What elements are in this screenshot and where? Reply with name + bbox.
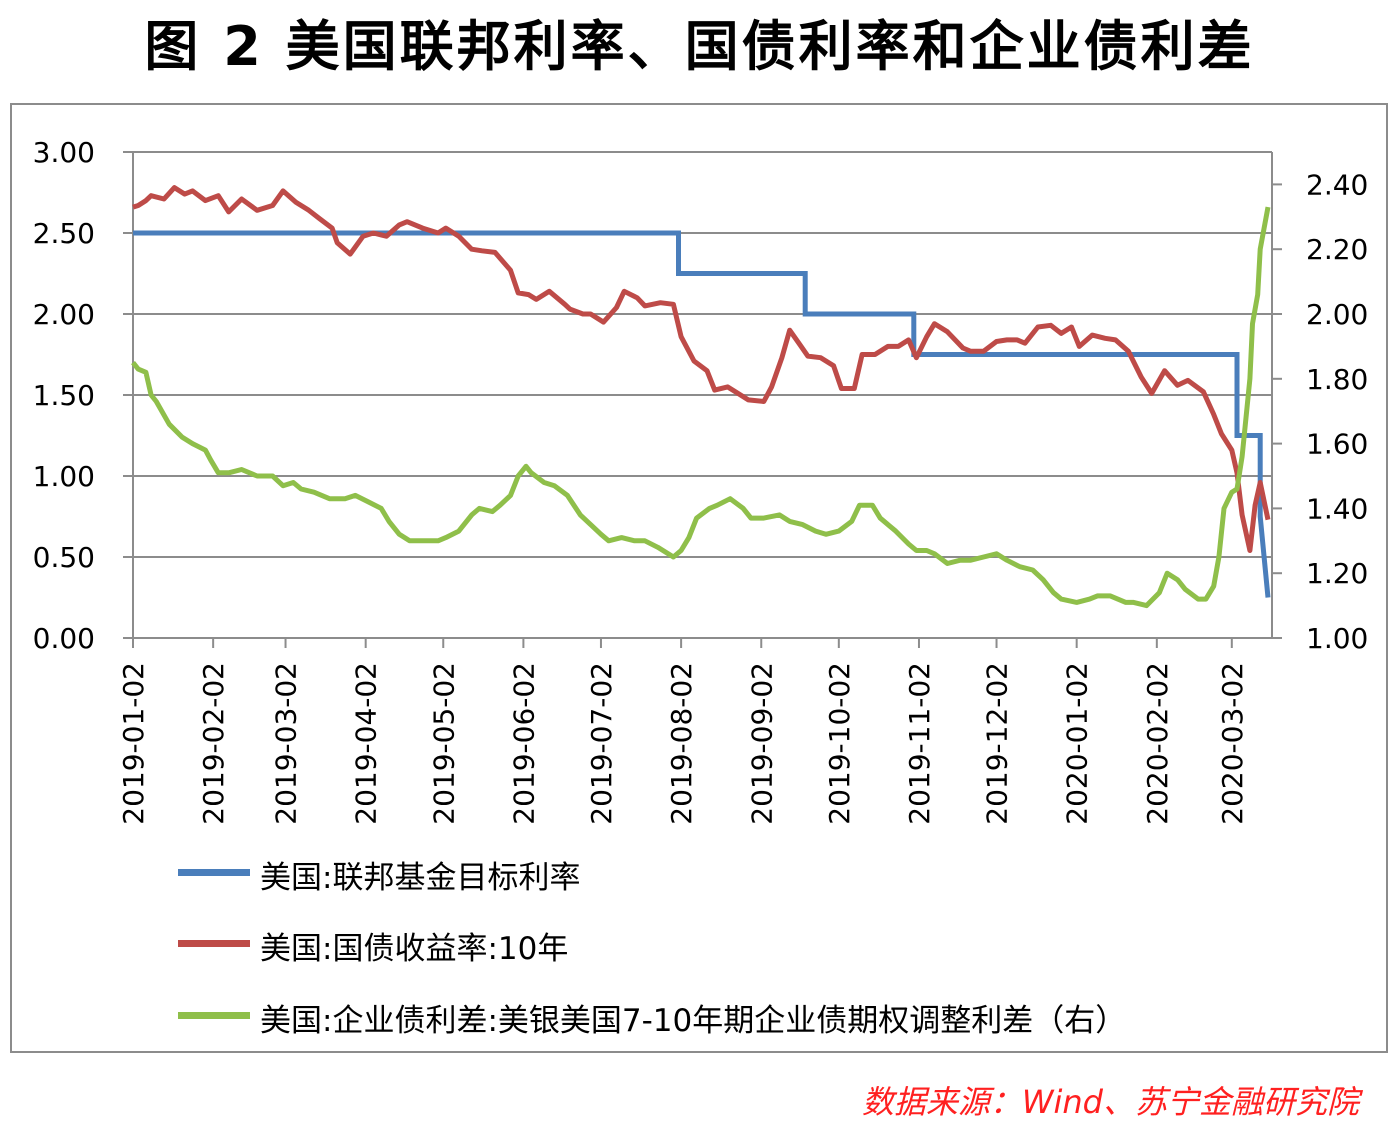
chart-frame: [10, 103, 1388, 1053]
right-tick-label: 2.40: [1306, 168, 1368, 201]
x-tick-label: 2020-02-02: [1141, 662, 1174, 825]
x-axis-ticks: 2019-01-02 2019-02-02 2019-03-02 2019-04-02…: [117, 662, 1249, 825]
legend-swatch: [178, 869, 250, 876]
axes: [123, 151, 1282, 648]
legend-label: 美国:联邦基金目标利率: [260, 860, 581, 896]
right-tick-label: 2.00: [1306, 298, 1368, 331]
x-tick-label: 2019-06-02: [507, 662, 540, 825]
legend-swatch: [178, 1012, 250, 1019]
chart-title: 图 2 美国联邦利率、国债利率和企业债利差: [144, 15, 1255, 78]
legend-label: 美国:企业债利差:美银美国7-10年期企业债期权调整利差（右）: [260, 1003, 1127, 1039]
x-tick-label: 2019-12-02: [981, 662, 1014, 825]
legend-item-treasury-10y: 美国:国债收益率:10年: [178, 923, 1378, 967]
series-line-fed-rate: [133, 230, 1271, 598]
series-line-corp-spread: [131, 206, 1271, 609]
x-tick-label: 2019-01-02: [117, 662, 150, 825]
series-lines: [131, 185, 1271, 609]
right-tick-label: 1.80: [1306, 363, 1368, 396]
left-tick-label: 2.50: [33, 217, 95, 250]
x-tick-label: 2019-05-02: [427, 662, 460, 825]
right-tick-label: 2.20: [1306, 233, 1368, 266]
x-tick-label: 2020-03-02: [1216, 662, 1249, 825]
legend-label: 美国:国债收益率:10年: [260, 931, 569, 967]
data-source-note: 数据来源：Wind、苏宁金融研究院: [861, 1083, 1359, 1121]
left-tick-label: 0.50: [33, 541, 95, 574]
left-tick-label: 1.00: [33, 460, 95, 493]
legend-item-corp-spread: 美国:企业债利差:美银美国7-10年期企业债期权调整利差（右）: [178, 995, 1378, 1039]
x-tick-label: 2019-09-02: [745, 662, 778, 825]
right-tick-label: 1.00: [1306, 622, 1368, 655]
x-tick-label: 2019-11-02: [903, 662, 936, 825]
series-line-treasury-10y: [132, 185, 1271, 553]
legend-swatch: [178, 940, 250, 947]
right-axis-ticks: 1.00 1.20 1.40 1.60 1.80 2.00 2.20 2.40: [1306, 168, 1368, 655]
left-tick-label: 1.50: [33, 379, 95, 412]
left-axis-ticks: 0.00 0.50 1.00 1.50 2.00 2.50 3.00: [33, 136, 95, 655]
left-tick-label: 0.00: [33, 622, 95, 655]
x-tick-label: 2019-02-02: [197, 662, 230, 825]
x-tick-label: 2019-08-02: [665, 662, 698, 825]
x-tick-label: 2019-03-02: [270, 662, 303, 825]
right-tick-label: 1.20: [1306, 557, 1368, 590]
left-tick-label: 2.00: [33, 298, 95, 331]
right-tick-label: 1.40: [1306, 492, 1368, 525]
x-tick-label: 2020-01-02: [1061, 662, 1094, 825]
left-tick-label: 3.00: [33, 136, 95, 169]
x-tick-label: 2019-04-02: [350, 662, 383, 825]
right-tick-label: 1.60: [1306, 428, 1368, 461]
x-tick-label: 2019-10-02: [823, 662, 856, 825]
x-tick-label: 2019-07-02: [585, 662, 618, 825]
legend-item-fed-rate: 美国:联邦基金目标利率: [178, 852, 1378, 896]
